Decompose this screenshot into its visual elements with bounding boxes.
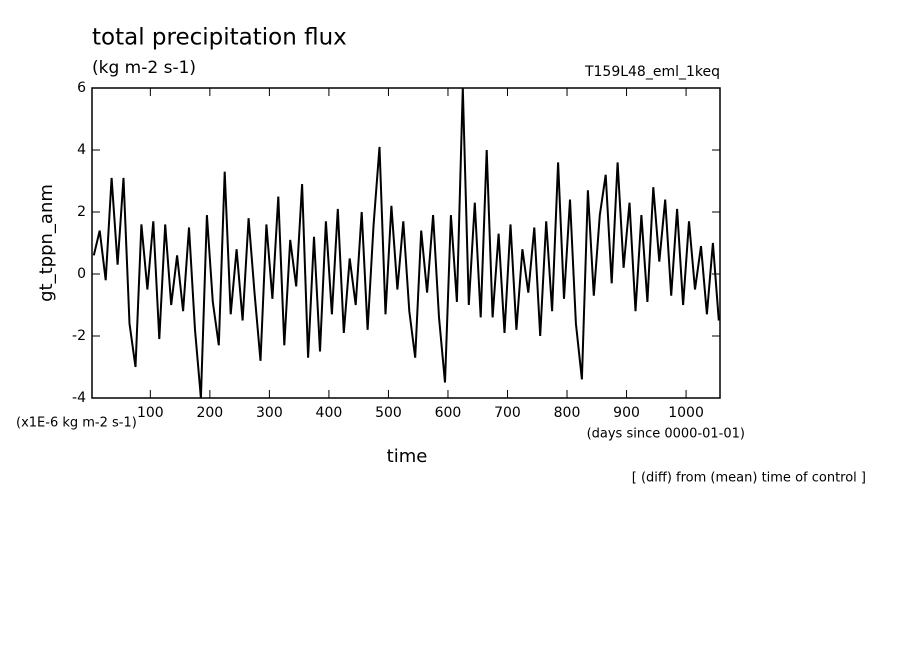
y-tick-label: 2 <box>77 204 86 220</box>
x-tick-label: 600 <box>435 405 462 421</box>
x-axis-label: time <box>387 446 428 467</box>
chart-subtitle: (kg m-2 s-1) <box>92 58 196 78</box>
note: [ (diff) from (mean) time of control ] <box>632 471 866 486</box>
y-unit: (x1E-6 kg m-2 s-1) <box>16 416 137 431</box>
x-tick-label: 400 <box>316 405 343 421</box>
y-tick-label: 0 <box>77 266 86 282</box>
x-tick-label: 800 <box>554 405 581 421</box>
x-tick-label: 500 <box>375 405 402 421</box>
chart-title: total precipitation flux <box>92 25 347 51</box>
y-axis-label: gt_tppn_anm <box>36 184 57 302</box>
x-tick-label: 1000 <box>668 405 704 421</box>
y-tick-label: -4 <box>72 390 86 406</box>
x-tick-label: 100 <box>137 405 164 421</box>
plot-frame <box>91 87 721 399</box>
x-unit: (days since 0000-01-01) <box>587 427 745 442</box>
y-tick-label: 6 <box>77 80 86 96</box>
x-tick-label: 700 <box>494 405 521 421</box>
data-line <box>92 87 720 399</box>
y-tick-label: -2 <box>72 328 86 344</box>
x-tick-label: 900 <box>613 405 640 421</box>
x-tick-label: 200 <box>196 405 223 421</box>
x-tick-label: 300 <box>256 405 283 421</box>
y-tick-label: 4 <box>77 142 86 158</box>
run-label: T159L48_eml_1keq <box>584 64 720 80</box>
